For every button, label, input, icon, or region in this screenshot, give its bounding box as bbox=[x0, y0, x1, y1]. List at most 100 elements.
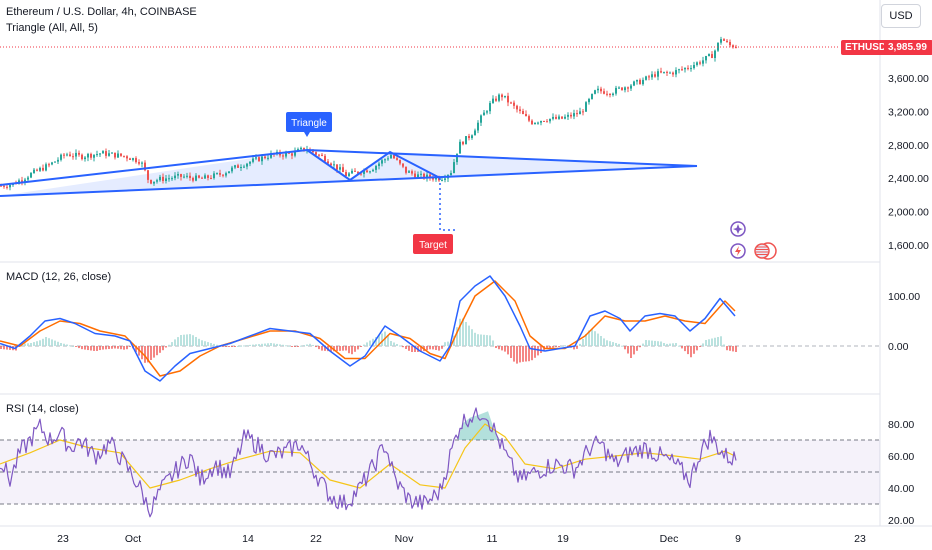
candle bbox=[711, 54, 713, 59]
rsi-band bbox=[0, 440, 880, 504]
candle bbox=[63, 154, 65, 156]
macd-histogram-bar bbox=[720, 336, 722, 346]
candle bbox=[201, 177, 203, 179]
candle bbox=[213, 173, 215, 179]
macd-histogram-bar bbox=[588, 330, 590, 346]
flag-icon bbox=[754, 243, 770, 259]
macd-histogram-bar bbox=[252, 344, 254, 346]
candle bbox=[513, 102, 515, 106]
macd-histogram-bar bbox=[624, 346, 626, 350]
candle bbox=[234, 165, 236, 168]
macd-histogram-bar bbox=[603, 338, 605, 346]
chart-title: Ethereum / U.S. Dollar, 4h, COINBASE bbox=[6, 6, 197, 18]
macd-histogram-bar bbox=[0, 346, 2, 349]
macd-histogram-bar bbox=[732, 346, 734, 352]
macd-histogram-bar bbox=[435, 346, 437, 350]
candle bbox=[645, 76, 647, 80]
macd-histogram-bar bbox=[57, 341, 59, 346]
macd-title[interactable]: MACD (12, 26, close) bbox=[6, 271, 112, 283]
candle bbox=[546, 121, 548, 123]
macd-histogram-bar bbox=[204, 341, 206, 346]
candle bbox=[303, 147, 305, 151]
rsi-line bbox=[0, 407, 737, 518]
candle bbox=[108, 153, 110, 156]
macd-histogram-bar bbox=[24, 343, 26, 346]
candle bbox=[462, 141, 464, 145]
candle bbox=[471, 135, 473, 139]
price-tick-label: 3,600.00 bbox=[888, 73, 929, 85]
candle bbox=[300, 147, 302, 150]
candle bbox=[237, 165, 239, 168]
candle bbox=[72, 156, 74, 158]
candle bbox=[198, 175, 200, 178]
macd-histogram-bar bbox=[261, 343, 263, 346]
macd-histogram-bar bbox=[540, 346, 542, 353]
macd-histogram-bar bbox=[228, 346, 230, 347]
candle bbox=[204, 175, 206, 179]
candle bbox=[60, 154, 62, 160]
candle bbox=[183, 176, 185, 178]
candle bbox=[384, 159, 386, 161]
candle bbox=[678, 69, 680, 71]
candle bbox=[33, 169, 35, 174]
candle bbox=[168, 178, 170, 180]
candle bbox=[519, 109, 521, 111]
macd-signal-line bbox=[0, 280, 736, 377]
candle bbox=[576, 113, 578, 115]
candle bbox=[174, 175, 176, 179]
candle bbox=[288, 152, 290, 154]
candle bbox=[171, 178, 173, 180]
candle bbox=[0, 185, 2, 187]
candle bbox=[516, 105, 518, 110]
candle bbox=[48, 164, 50, 166]
candle bbox=[633, 81, 635, 86]
target-label-box bbox=[413, 234, 453, 254]
candle bbox=[327, 161, 329, 164]
rsi-title[interactable]: RSI (14, close) bbox=[6, 403, 79, 415]
candle bbox=[603, 91, 605, 94]
macd-histogram-bar bbox=[198, 338, 200, 346]
rsi-tick-label: 60.00 bbox=[888, 451, 914, 463]
flag-icon bbox=[754, 242, 777, 260]
candle bbox=[672, 72, 674, 75]
candle bbox=[477, 122, 479, 131]
macd-histogram-bar bbox=[333, 346, 335, 352]
candle bbox=[270, 153, 272, 158]
candle bbox=[3, 185, 5, 187]
candle bbox=[651, 74, 653, 78]
candle bbox=[720, 39, 722, 43]
rsi-overbought-fill bbox=[458, 411, 500, 440]
candle bbox=[612, 93, 614, 95]
candle bbox=[609, 93, 611, 95]
candle bbox=[597, 88, 599, 91]
candle bbox=[162, 176, 164, 182]
last-price-tag: 3,985.99 bbox=[884, 40, 932, 55]
candle bbox=[84, 157, 86, 160]
candle bbox=[498, 94, 500, 101]
candle bbox=[192, 177, 194, 181]
currency-button[interactable]: USD bbox=[881, 4, 921, 28]
macd-histogram-bar bbox=[276, 343, 278, 346]
candle bbox=[414, 173, 416, 178]
macd-histogram-bar bbox=[279, 344, 281, 346]
candle bbox=[534, 122, 536, 125]
macd-histogram-bar bbox=[297, 346, 299, 347]
macd-histogram-bar bbox=[222, 346, 224, 347]
candle bbox=[630, 85, 632, 89]
macd-histogram-bar bbox=[528, 346, 530, 362]
macd-histogram-bar bbox=[501, 346, 503, 351]
macd-histogram-bar bbox=[585, 334, 587, 346]
candle bbox=[363, 170, 365, 174]
macd-histogram-bar bbox=[432, 346, 434, 350]
candle bbox=[93, 154, 95, 158]
macd-histogram-bar bbox=[561, 345, 563, 347]
macd-histogram-bar bbox=[165, 346, 167, 348]
candle bbox=[321, 154, 323, 156]
indicator-label[interactable]: Triangle (All, All, 5) bbox=[6, 22, 98, 34]
macd-histogram-bar bbox=[174, 339, 176, 346]
macd-histogram-bar bbox=[687, 346, 689, 355]
candle bbox=[492, 98, 494, 104]
macd-histogram-bar bbox=[84, 346, 86, 350]
time-tick-label: Nov bbox=[395, 533, 414, 545]
